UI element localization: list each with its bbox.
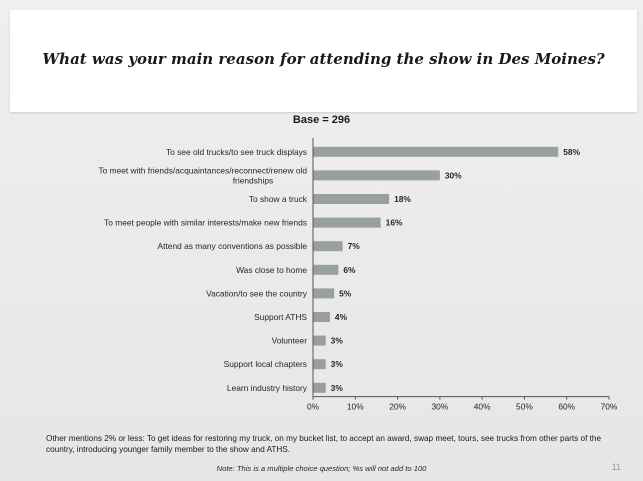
category-label: To meet people with similar interests/ma… [104, 218, 307, 228]
category-label: Vacation/to see the country [206, 288, 308, 298]
page-number: 11 [611, 462, 621, 472]
category-label: Learn industry history [227, 383, 308, 393]
category-label: To see old trucks/to see truck displays [166, 147, 307, 157]
bar [313, 288, 335, 299]
x-tick-label: 10% [347, 402, 364, 412]
bar-value-label: 3% [331, 336, 344, 346]
bar-value-label: 3% [331, 359, 344, 369]
other-mentions-text: Other mentions 2% or less: To get ideas … [46, 434, 602, 454]
bar [313, 146, 559, 157]
x-tick-label: 30% [431, 402, 448, 412]
bar-value-label: 18% [394, 194, 411, 204]
bar-value-label: 3% [331, 383, 344, 393]
x-tick-label: 70% [601, 402, 618, 412]
x-tick-label: 20% [389, 402, 406, 412]
bar [313, 312, 330, 322]
x-tick-label: 60% [558, 402, 575, 412]
x-tick-label: 0% [307, 402, 320, 412]
bar [313, 382, 326, 393]
bar [313, 194, 390, 204]
bar-value-label: 4% [335, 312, 348, 322]
base-label: Base = 296 [292, 114, 351, 126]
category-label: Was close to home [236, 265, 307, 275]
bar-value-label: 5% [339, 288, 352, 298]
bar-value-label: 16% [386, 218, 403, 228]
category-label: Support local chapters [224, 359, 307, 369]
title-box: What was your main reason for attending … [10, 10, 637, 112]
bar [313, 335, 326, 346]
category-label: To meet with friends/acquaintances/recon… [98, 165, 307, 185]
bar [313, 359, 326, 370]
x-tick-label: 50% [516, 402, 533, 412]
bar-value-label: 6% [343, 265, 356, 275]
bar [313, 241, 343, 252]
bar [313, 264, 339, 275]
category-label: Support ATHS [254, 312, 307, 322]
bar-value-label: 58% [563, 147, 580, 157]
slide-title: What was your main reason for attending … [42, 50, 605, 68]
bar [313, 217, 381, 228]
bar [313, 170, 440, 181]
note-text: Note: This is a multiple choice question… [216, 464, 427, 473]
category-label: Volunteer [272, 336, 308, 346]
category-label: To show a truck [249, 194, 308, 204]
x-tick-label: 40% [474, 402, 491, 412]
bar-value-label: 30% [445, 170, 462, 180]
category-label: Attend as many conventions as possible [158, 241, 308, 251]
bar-value-label: 7% [348, 241, 361, 251]
